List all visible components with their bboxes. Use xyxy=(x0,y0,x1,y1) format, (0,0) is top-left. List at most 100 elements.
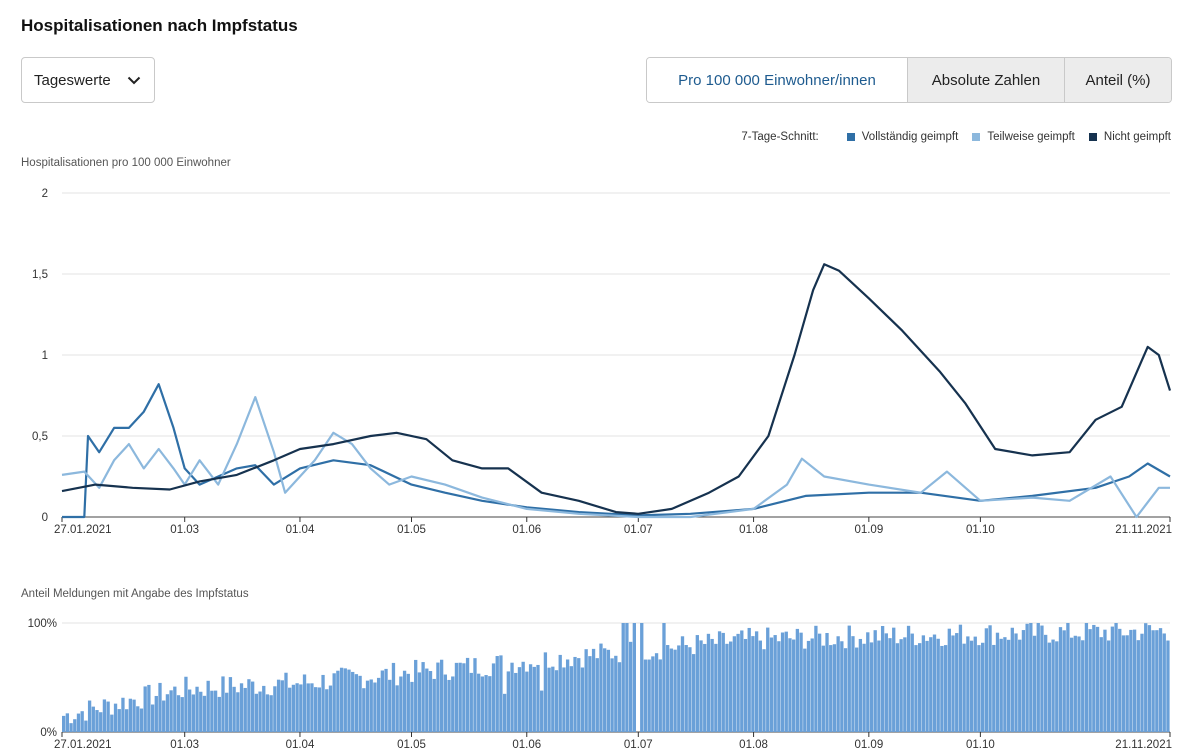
bar[interactable] xyxy=(632,623,636,732)
bar[interactable] xyxy=(640,623,644,732)
bar[interactable] xyxy=(547,667,551,732)
bar[interactable] xyxy=(502,693,507,732)
bar[interactable] xyxy=(577,658,581,732)
bar[interactable] xyxy=(992,644,996,732)
bar[interactable] xyxy=(617,662,622,732)
bar[interactable] xyxy=(165,694,170,732)
bar[interactable] xyxy=(154,695,158,732)
bar[interactable] xyxy=(821,645,825,732)
bar[interactable] xyxy=(717,631,722,732)
bar[interactable] xyxy=(606,649,611,732)
bar[interactable] xyxy=(1132,629,1137,732)
bar[interactable] xyxy=(280,680,284,732)
bar[interactable] xyxy=(754,631,759,732)
bar[interactable] xyxy=(1029,623,1033,732)
bar[interactable] xyxy=(903,637,907,732)
bar[interactable] xyxy=(365,680,370,732)
bar[interactable] xyxy=(236,692,240,732)
bar[interactable] xyxy=(595,658,599,732)
bar[interactable] xyxy=(62,715,66,732)
bar[interactable] xyxy=(221,676,225,732)
bar[interactable] xyxy=(1129,629,1133,732)
bar[interactable] xyxy=(1069,637,1074,732)
bar[interactable] xyxy=(362,688,366,732)
bar[interactable] xyxy=(762,649,766,732)
tab-per-100000[interactable]: Pro 100 000 Einwohner/innen xyxy=(647,58,907,102)
bar[interactable] xyxy=(302,674,307,732)
bar[interactable] xyxy=(484,675,488,732)
bar[interactable] xyxy=(284,672,288,732)
bar[interactable] xyxy=(299,684,303,732)
bar[interactable] xyxy=(102,699,107,732)
bar[interactable] xyxy=(1162,633,1166,732)
bar[interactable] xyxy=(721,632,725,732)
series-line-2[interactable] xyxy=(61,263,1172,515)
bar[interactable] xyxy=(1110,626,1115,732)
bar[interactable] xyxy=(136,706,140,732)
bar[interactable] xyxy=(1125,635,1129,732)
bar[interactable] xyxy=(1025,623,1029,732)
bar[interactable] xyxy=(273,686,277,732)
bar[interactable] xyxy=(402,670,407,732)
bar[interactable] xyxy=(1107,640,1111,732)
bar[interactable] xyxy=(551,666,555,732)
bar[interactable] xyxy=(195,686,199,732)
bar[interactable] xyxy=(269,695,273,732)
bar[interactable] xyxy=(995,632,1000,732)
bar[interactable] xyxy=(1114,623,1118,732)
bar[interactable] xyxy=(421,662,425,732)
bar[interactable] xyxy=(217,696,221,732)
bar[interactable] xyxy=(417,672,422,732)
bar[interactable] xyxy=(892,627,896,732)
bar[interactable] xyxy=(1158,628,1163,732)
bar[interactable] xyxy=(999,638,1003,732)
bar[interactable] xyxy=(169,690,173,732)
bar[interactable] xyxy=(525,671,529,732)
bar[interactable] xyxy=(80,711,84,732)
bar[interactable] xyxy=(295,683,299,732)
bar[interactable] xyxy=(565,659,570,732)
bar[interactable] xyxy=(951,635,955,732)
bar[interactable] xyxy=(1144,623,1148,732)
bar[interactable] xyxy=(406,673,410,732)
bar[interactable] xyxy=(658,659,662,732)
bar[interactable] xyxy=(673,649,677,732)
bar[interactable] xyxy=(973,636,977,732)
bar[interactable] xyxy=(1047,642,1052,732)
bar[interactable] xyxy=(462,663,466,732)
bar[interactable] xyxy=(465,657,470,732)
bar[interactable] xyxy=(873,630,877,732)
bar[interactable] xyxy=(914,645,918,732)
bar[interactable] xyxy=(962,643,966,732)
bar[interactable] xyxy=(588,656,592,732)
bar[interactable] xyxy=(936,638,940,732)
bar[interactable] xyxy=(714,643,718,732)
bar[interactable] xyxy=(65,713,70,732)
bar[interactable] xyxy=(1062,630,1066,732)
bar[interactable] xyxy=(1099,637,1103,732)
bar[interactable] xyxy=(940,645,944,732)
bar[interactable] xyxy=(351,671,355,732)
bar[interactable] xyxy=(836,636,840,732)
bar[interactable] xyxy=(473,658,477,732)
bar[interactable] xyxy=(99,712,103,732)
bar[interactable] xyxy=(532,666,536,732)
bar[interactable] xyxy=(1051,639,1055,732)
bar[interactable] xyxy=(1044,634,1048,732)
bar[interactable] xyxy=(1073,635,1077,732)
bar[interactable] xyxy=(1081,640,1085,732)
bar[interactable] xyxy=(1032,635,1037,732)
bar[interactable] xyxy=(866,632,870,732)
bar[interactable] xyxy=(647,659,651,732)
bar[interactable] xyxy=(536,664,540,732)
bar[interactable] xyxy=(113,703,118,732)
bar[interactable] xyxy=(258,691,262,732)
bar[interactable] xyxy=(1151,630,1155,732)
bar[interactable] xyxy=(202,695,207,732)
bar[interactable] xyxy=(832,644,837,732)
bar[interactable] xyxy=(610,658,614,732)
bar[interactable] xyxy=(228,677,233,732)
bar[interactable] xyxy=(317,687,321,732)
bar[interactable] xyxy=(276,679,281,732)
bar[interactable] xyxy=(247,679,251,732)
